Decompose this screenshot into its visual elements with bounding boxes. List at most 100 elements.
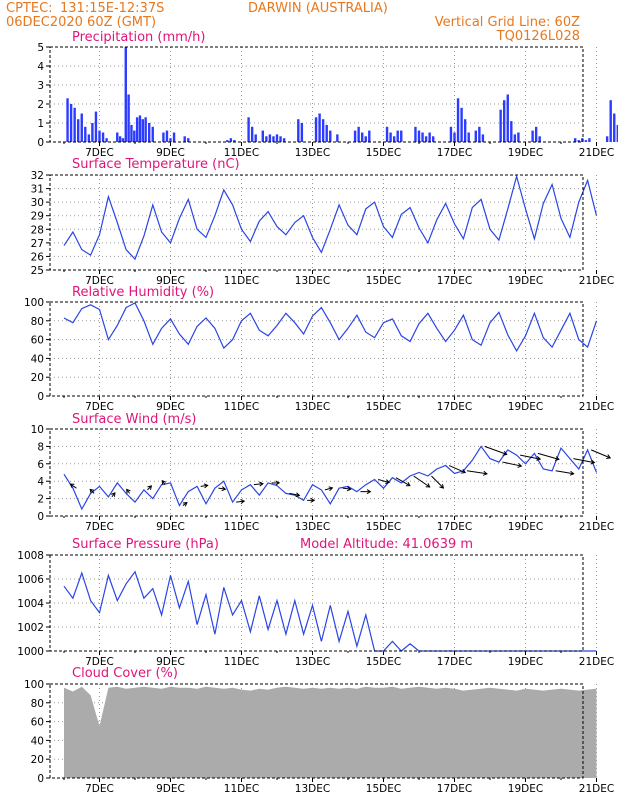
precip-bar bbox=[148, 123, 151, 142]
precip-bar bbox=[616, 124, 618, 142]
precip-bar bbox=[187, 138, 190, 142]
x-tick-label: 11DEC bbox=[224, 147, 259, 159]
panel-frame bbox=[49, 428, 584, 517]
precip-bar bbox=[389, 132, 392, 142]
x-tick-label: 13DEC bbox=[295, 521, 330, 533]
y-tick-label: 80 bbox=[31, 316, 44, 328]
precip-bar bbox=[396, 130, 399, 142]
y-tick-label: 3 bbox=[37, 80, 44, 92]
wind-vector-head bbox=[259, 481, 264, 487]
wind-vector-head bbox=[328, 486, 334, 492]
wind-vector bbox=[555, 470, 574, 475]
panel-title: Precipitation (mm/h) bbox=[72, 30, 205, 45]
wind-vector-head bbox=[385, 479, 391, 484]
wind-vector-head bbox=[111, 492, 116, 497]
y-tick-label: 4 bbox=[37, 61, 44, 73]
wind-vector bbox=[378, 478, 390, 483]
precip-bar bbox=[121, 138, 125, 142]
y-tick-label: 8 bbox=[37, 441, 44, 453]
y-tick-label: 0 bbox=[37, 137, 44, 149]
panel-6: 0 20 40 60 80 100 7DEC 9DEC 11DEC 13DEC 15DEC 17DEC… bbox=[24, 666, 614, 795]
x-tick-label: 11DEC bbox=[224, 783, 259, 795]
y-tick-label: 100 bbox=[24, 297, 44, 309]
y-tick-label: 60 bbox=[31, 717, 44, 729]
series-line bbox=[63, 174, 598, 261]
panel-frame bbox=[49, 301, 584, 397]
y-tick-label: 30 bbox=[31, 197, 44, 209]
y-tick-label: 31 bbox=[31, 184, 44, 196]
precip-bar bbox=[124, 47, 127, 142]
y-tick-label: 26 bbox=[31, 251, 45, 263]
x-tick-label: 17DEC bbox=[437, 656, 472, 668]
precip-bar bbox=[94, 111, 98, 142]
y-tick-label: 1004 bbox=[17, 598, 44, 610]
x-tick-label: 9DEC bbox=[156, 656, 185, 668]
y-tick-label: 0 bbox=[37, 511, 44, 523]
series-line bbox=[63, 302, 598, 353]
wind-vector-head bbox=[554, 456, 560, 461]
wind-vector bbox=[502, 461, 522, 467]
panel-subtitle: Model Altitude: 41.0639 m bbox=[300, 537, 473, 552]
wind-vector bbox=[520, 454, 541, 460]
header-model: TQ0126L028 bbox=[496, 29, 580, 44]
precip-bar bbox=[609, 100, 612, 142]
y-tick-label: 1 bbox=[37, 118, 44, 130]
precip-bar bbox=[318, 113, 321, 142]
precip-bar bbox=[265, 136, 268, 142]
precip-bar bbox=[478, 126, 481, 142]
precip-bar bbox=[538, 136, 541, 142]
x-tick-label: 13DEC bbox=[295, 275, 330, 287]
precip-bar bbox=[467, 132, 470, 142]
y-tick-label: 4 bbox=[37, 476, 44, 488]
x-tick-label: 13DEC bbox=[295, 783, 330, 795]
precip-bar bbox=[421, 132, 424, 142]
y-tick-label: 40 bbox=[31, 353, 44, 365]
wind-vector-head bbox=[517, 462, 523, 468]
precip-bar bbox=[247, 117, 250, 142]
precip-bar bbox=[513, 134, 517, 142]
header-date: 06DEC2020 60Z (GMT) bbox=[6, 15, 156, 30]
precip-bar bbox=[531, 130, 534, 142]
precip-bar bbox=[73, 107, 76, 142]
precip-bar bbox=[321, 119, 325, 142]
precip-bar bbox=[279, 136, 282, 142]
y-tick-label: 27 bbox=[31, 238, 44, 250]
y-tick-label: 25 bbox=[31, 265, 44, 277]
precip-bar bbox=[325, 124, 328, 142]
precip-bar bbox=[69, 104, 73, 142]
precip-bar bbox=[336, 134, 339, 142]
y-tick-label: 1000 bbox=[17, 646, 44, 658]
x-tick-label: 15DEC bbox=[366, 656, 401, 668]
wind-vector bbox=[573, 458, 595, 464]
wind-vector-head bbox=[425, 483, 431, 488]
precip-bar bbox=[272, 136, 275, 142]
panel-frame bbox=[49, 554, 584, 652]
y-tick-label: 80 bbox=[31, 698, 44, 710]
y-tick-label: 20 bbox=[31, 372, 44, 384]
precip-bar bbox=[66, 98, 69, 142]
x-tick-label: 7DEC bbox=[85, 275, 114, 287]
precip-bar bbox=[80, 113, 83, 142]
x-tick-label: 9DEC bbox=[156, 783, 185, 795]
wind-vector-head bbox=[295, 492, 301, 498]
precip-bar bbox=[353, 130, 357, 142]
precip-bar bbox=[577, 140, 580, 142]
x-tick-label: 7DEC bbox=[85, 401, 114, 413]
precip-bar bbox=[357, 126, 360, 142]
precip-bar bbox=[329, 130, 332, 142]
wind-vector-head bbox=[126, 488, 131, 494]
precip-bar bbox=[254, 134, 257, 142]
wind-vector-head bbox=[590, 459, 596, 465]
precip-bar bbox=[141, 119, 145, 142]
x-tick-label: 17DEC bbox=[437, 783, 472, 795]
precip-bar bbox=[481, 134, 485, 142]
wind-vector-head bbox=[536, 456, 542, 461]
precip-bar bbox=[588, 138, 591, 142]
y-tick-label: 10 bbox=[31, 424, 44, 436]
panel-title: Cloud Cover (%) bbox=[72, 666, 178, 681]
wind-vector-head bbox=[161, 479, 167, 485]
wind-vector-head bbox=[221, 486, 227, 492]
wind-vector-head bbox=[461, 469, 467, 474]
precip-bar bbox=[105, 138, 108, 142]
